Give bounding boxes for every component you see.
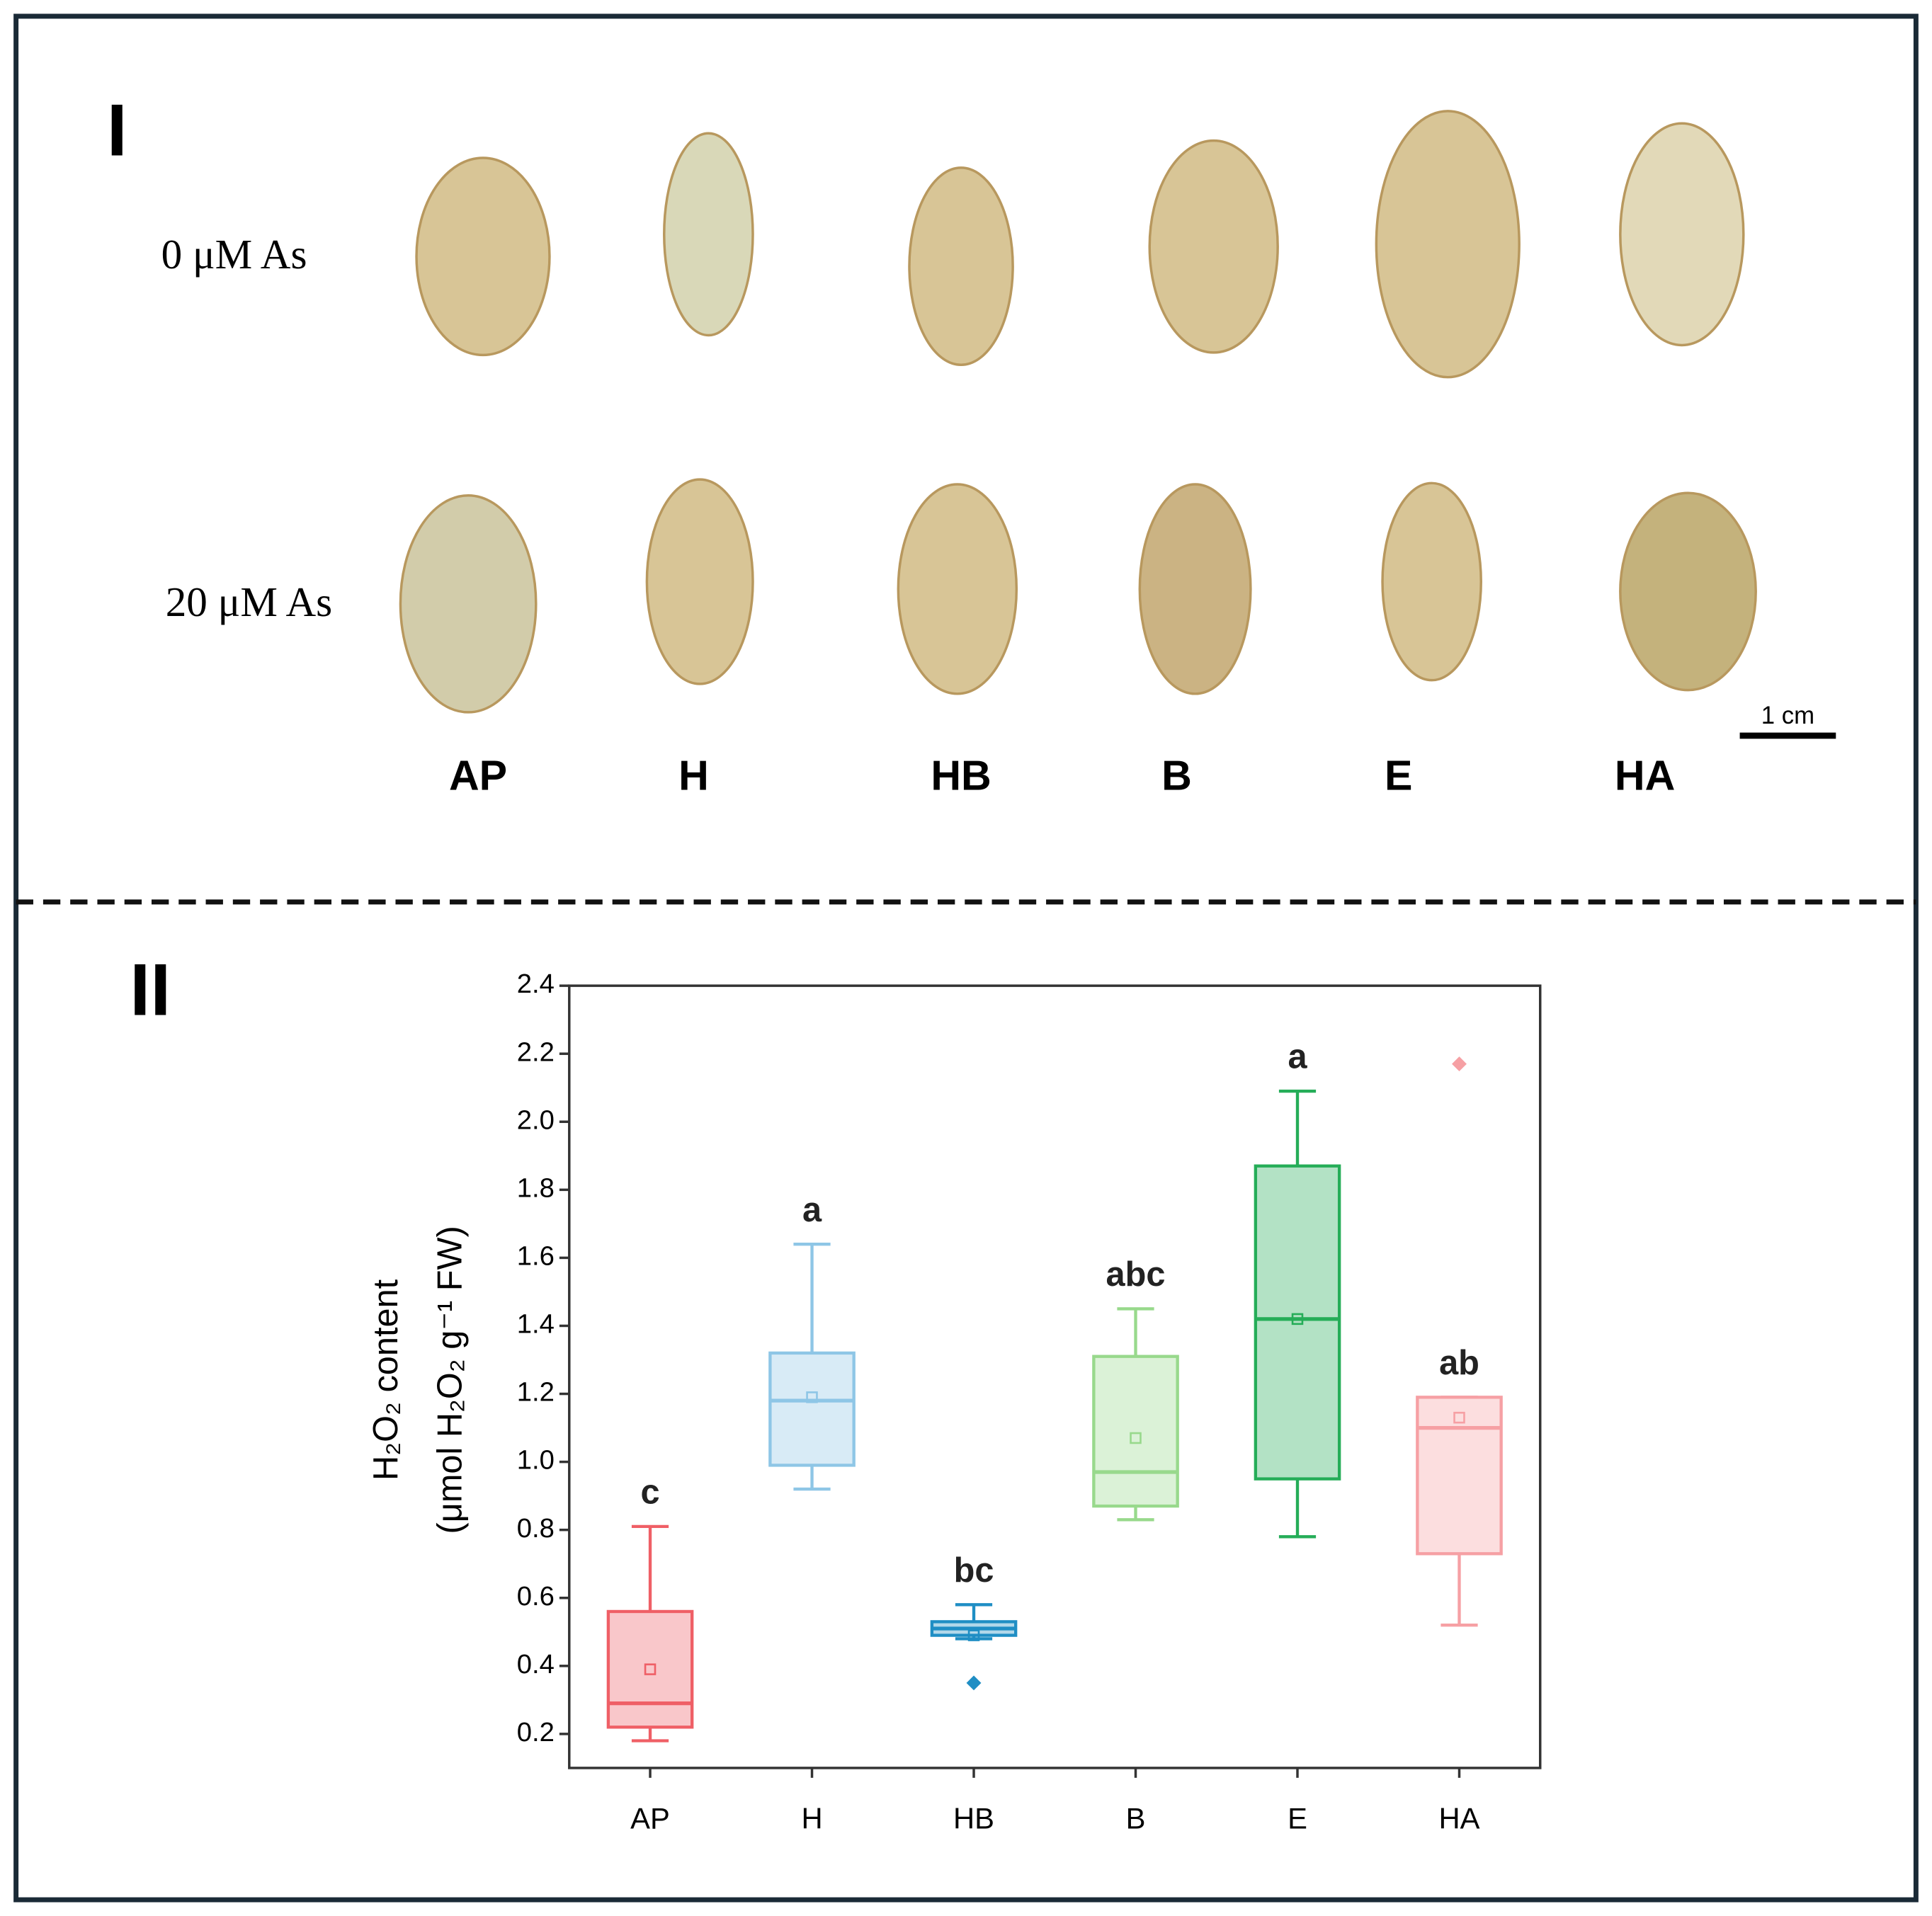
y-tick-label: 1.2 [517,1377,555,1408]
mean [644,1663,657,1675]
leaves [399,110,1757,714]
leaf-label: HA [1615,751,1675,799]
significance-letter: a [802,1191,822,1229]
x-tick-label: B [1126,1802,1146,1835]
leaf [908,166,1014,367]
significance-letter: abc [1106,1255,1166,1294]
significance-letter: a [1288,1038,1307,1076]
mean [1291,1313,1304,1325]
row-label: 0 μM As [161,231,307,278]
box [606,1609,694,1729]
leaf [1619,122,1745,347]
y-tick-label: 0.6 [517,1581,555,1612]
leaf [1148,139,1279,354]
leaf-label: HB [931,751,991,799]
significance-letter: bc [954,1551,994,1590]
leaf [897,483,1018,695]
panel-label: II [130,950,171,1032]
leaf [415,156,551,357]
plot-frame [568,984,1542,1769]
x-tick-label: H [801,1802,822,1835]
y-tick-label: 1.6 [517,1241,555,1272]
leaf [1138,483,1252,695]
y-tick-label: 1.4 [517,1309,555,1340]
row-label: 20 μM As [166,578,332,625]
frame [13,13,1919,1903]
y-tick-label: 0.2 [517,1717,555,1747]
leaf-label: H [678,751,709,799]
leaf [1375,110,1521,379]
y-tick-label: 2.4 [517,969,555,999]
box [1416,1396,1503,1556]
outlier [1452,1056,1467,1072]
scale-bar-label: 1 cm [1761,702,1814,729]
outlier [966,1675,982,1691]
x-tick-label: AP [630,1802,670,1835]
y-tick-label: 2.2 [517,1037,555,1067]
box [1092,1355,1179,1508]
leaf-label: B [1161,751,1192,799]
leaf [645,478,754,685]
box [1254,1164,1341,1481]
leaf [1619,491,1757,692]
x-tick-label: HA [1438,1802,1479,1835]
panel-label: I [107,89,127,171]
y-tick-label: 0.8 [517,1513,555,1544]
box [768,1351,856,1467]
leaf-label: E [1385,751,1412,799]
leaf [1381,481,1482,682]
leaf [399,494,538,714]
leaf-label: AP [449,751,507,799]
x-tick-label: HB [953,1802,994,1835]
mean [806,1391,818,1403]
mean [967,1629,980,1641]
leaf [663,132,754,337]
x-tick-label: E [1288,1802,1307,1835]
y-axis-label: (μmol H₂O₂ g⁻¹ FW) [431,1226,469,1534]
significance-letter: ab [1439,1344,1479,1382]
significance-letter: c [640,1473,659,1512]
y-tick-label: 1.0 [517,1445,555,1476]
mean [1130,1432,1142,1444]
y-axis-label: H₂O₂ content [367,1279,405,1481]
y-tick-label: 2.0 [517,1105,555,1135]
y-tick-label: 1.8 [517,1173,555,1203]
y-tick-label: 0.4 [517,1649,555,1680]
mean [1453,1411,1465,1424]
